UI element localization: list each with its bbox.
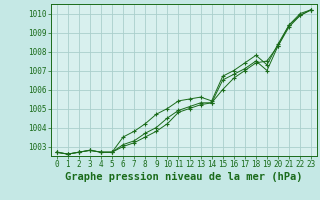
- X-axis label: Graphe pression niveau de la mer (hPa): Graphe pression niveau de la mer (hPa): [65, 172, 303, 182]
